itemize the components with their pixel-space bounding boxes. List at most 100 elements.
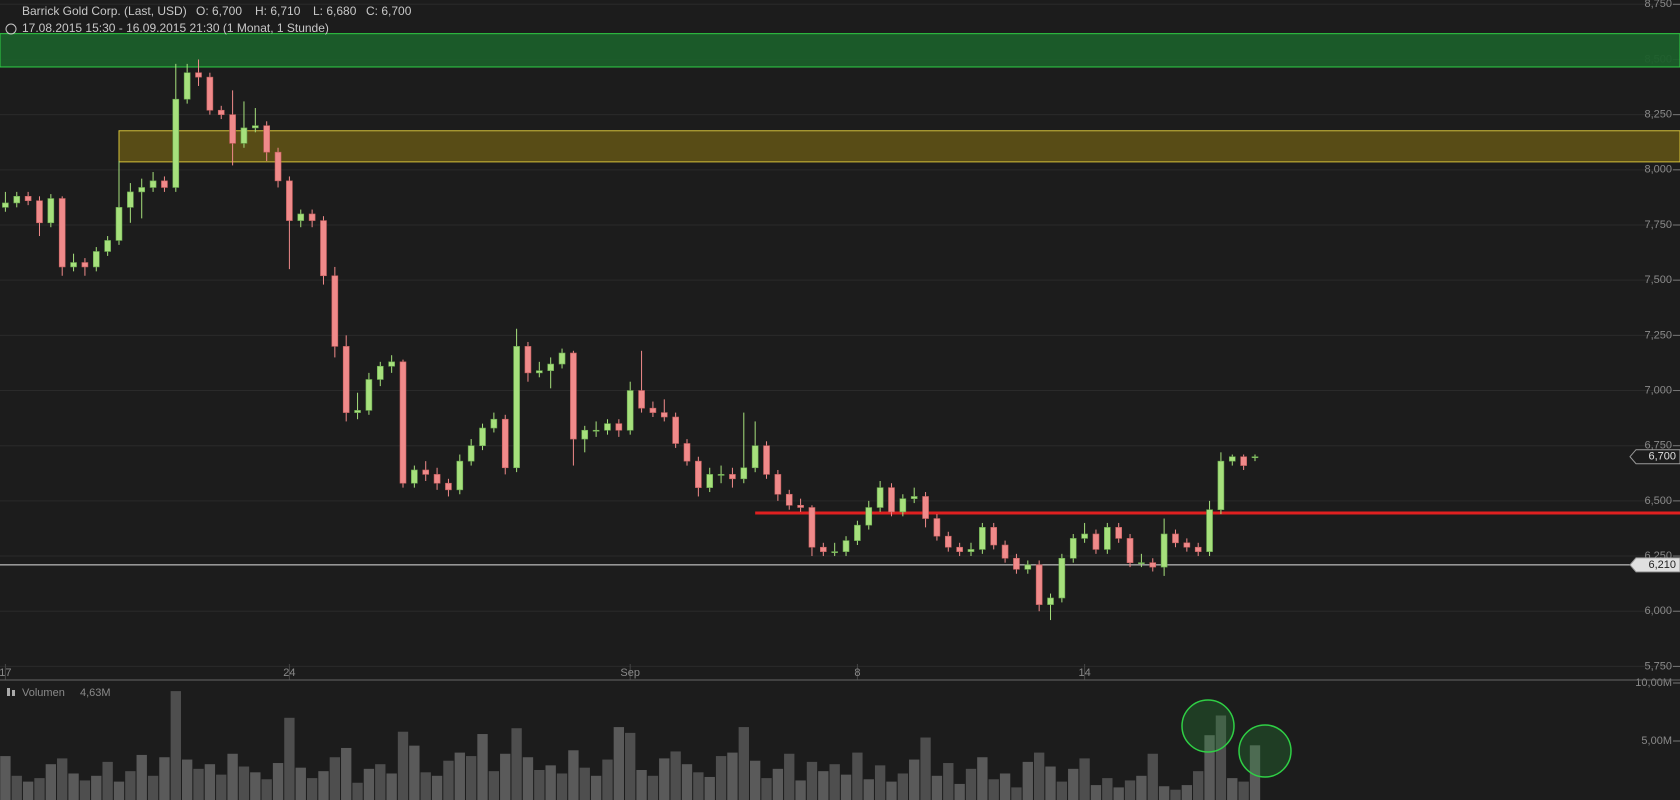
y-tick-label: 8,250 bbox=[1644, 109, 1672, 121]
header: Barrick Gold Corp. (Last, USD) O: 6,700 … bbox=[5, 4, 412, 35]
candle-body bbox=[717, 474, 725, 476]
y-tick-label: 7,500 bbox=[1644, 274, 1672, 286]
candle-body bbox=[797, 504, 804, 508]
volume-bar bbox=[1079, 758, 1090, 800]
volume-bar bbox=[1238, 781, 1249, 800]
volume-bar bbox=[409, 745, 420, 800]
volume-bar bbox=[443, 760, 454, 800]
zone bbox=[118, 130, 1680, 163]
volume-bar bbox=[454, 752, 465, 800]
volume-bar bbox=[534, 770, 545, 800]
candle-body bbox=[626, 390, 634, 431]
candle-body bbox=[910, 496, 918, 499]
volume-bar bbox=[159, 757, 170, 800]
candle-body bbox=[922, 496, 929, 519]
volume-bar bbox=[363, 768, 375, 800]
volume-icon bbox=[7, 688, 10, 696]
candle-body bbox=[967, 549, 975, 552]
candle-body bbox=[615, 423, 623, 431]
volume-bar bbox=[431, 775, 443, 800]
candle-body bbox=[365, 379, 373, 411]
candle-body bbox=[115, 207, 123, 241]
volume-bar bbox=[727, 752, 738, 800]
x-tick-label: 8 bbox=[854, 667, 860, 679]
high: H: 6,710 bbox=[255, 4, 301, 18]
volume-bar bbox=[681, 764, 693, 800]
candle-body bbox=[467, 445, 475, 462]
volume-bar bbox=[238, 766, 250, 800]
y-tick-label: 5,750 bbox=[1644, 660, 1672, 672]
candle-body bbox=[842, 540, 850, 552]
y-tick-label: 6,750 bbox=[1644, 440, 1672, 452]
candle-body bbox=[1194, 546, 1202, 552]
volume-bar bbox=[1193, 771, 1204, 800]
volume-bar bbox=[568, 750, 579, 800]
open: O: 6,700 bbox=[196, 4, 242, 18]
candle-body bbox=[195, 72, 202, 78]
volume-bar bbox=[693, 772, 704, 800]
candle-body bbox=[933, 518, 941, 537]
volume-bar bbox=[488, 771, 500, 800]
volume-bar bbox=[715, 756, 727, 800]
candle-body bbox=[547, 363, 554, 371]
volume-bar bbox=[761, 778, 772, 800]
candle-body bbox=[774, 474, 782, 495]
low: L: 6,680 bbox=[313, 4, 357, 18]
candle-body bbox=[490, 418, 498, 429]
volume-bar bbox=[772, 768, 784, 800]
candle-body bbox=[183, 72, 191, 100]
candle-body bbox=[1149, 562, 1157, 568]
volume-last: 4,63M bbox=[80, 687, 111, 699]
volume-bar bbox=[749, 760, 761, 800]
volume-bar bbox=[1170, 789, 1181, 800]
candle-body bbox=[1069, 538, 1077, 559]
volume-bar bbox=[91, 775, 102, 800]
volume-bar bbox=[863, 779, 874, 800]
last-price-tag bbox=[1629, 449, 1680, 465]
volume-bar bbox=[897, 773, 909, 800]
candle-body bbox=[297, 213, 305, 221]
volume-bar bbox=[977, 757, 988, 800]
volume-tick-label: 10,00M bbox=[1635, 677, 1672, 689]
volume-bar bbox=[102, 761, 113, 800]
volume-bar bbox=[1090, 785, 1102, 800]
candle-body bbox=[240, 127, 248, 144]
clock-icon bbox=[5, 23, 17, 35]
volume-bar bbox=[341, 747, 352, 800]
volume-bar bbox=[818, 771, 829, 800]
candle-body bbox=[1013, 557, 1020, 570]
volume-bar bbox=[284, 717, 295, 800]
volume-tick-label: 5,00M bbox=[1641, 735, 1672, 747]
volume-bar bbox=[840, 774, 852, 800]
volume-bar bbox=[954, 783, 965, 800]
candle-body bbox=[695, 460, 702, 488]
candle-body bbox=[581, 429, 589, 440]
volume-title: Volumen bbox=[22, 687, 65, 699]
volume-bar bbox=[590, 775, 602, 800]
candle-body bbox=[570, 352, 577, 440]
candle-body bbox=[252, 125, 259, 129]
candle-body bbox=[1058, 557, 1066, 599]
candle-body bbox=[92, 251, 100, 268]
volume-bar bbox=[1227, 778, 1238, 800]
candle-body bbox=[1092, 533, 1100, 550]
volume-bar bbox=[806, 761, 818, 800]
volume-bar bbox=[931, 775, 943, 800]
volume-bar bbox=[227, 753, 238, 800]
y-tick-label: 7,750 bbox=[1644, 219, 1672, 231]
volume-bar bbox=[1113, 787, 1124, 800]
volume-bar bbox=[1011, 787, 1022, 800]
volume-bar bbox=[22, 781, 34, 800]
volume-bar bbox=[147, 775, 159, 800]
candle-body bbox=[399, 361, 407, 484]
candle-body bbox=[740, 467, 748, 480]
candle-body bbox=[1160, 533, 1168, 568]
volume-bar bbox=[909, 759, 920, 800]
volume-bar bbox=[79, 780, 91, 800]
candle-body bbox=[1115, 527, 1122, 539]
volume-bar bbox=[784, 753, 795, 800]
candle-body bbox=[36, 200, 43, 224]
candle-body bbox=[763, 445, 770, 475]
